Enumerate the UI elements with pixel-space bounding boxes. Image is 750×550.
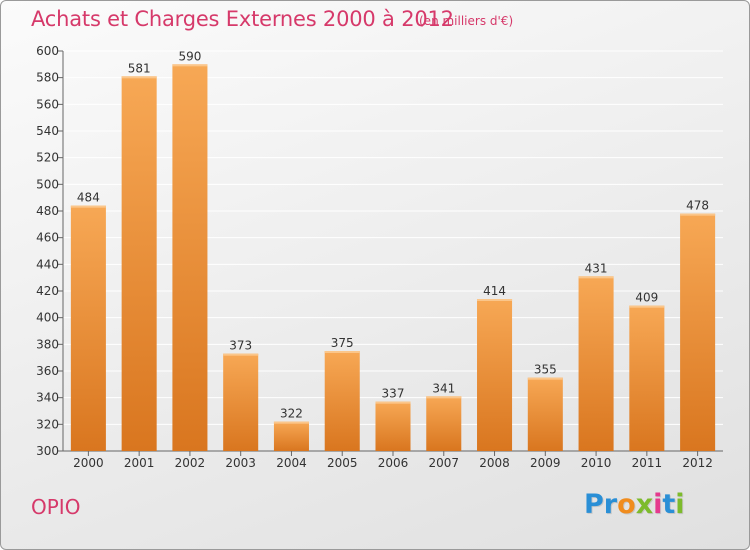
data-label-2006: 337 xyxy=(382,387,405,401)
data-label-2004: 322 xyxy=(280,407,303,421)
y-tick-label: 580 xyxy=(36,71,59,85)
bar-2003 xyxy=(223,353,259,451)
data-label-2000: 484 xyxy=(77,191,100,205)
data-label-2010: 431 xyxy=(585,261,608,275)
bar-2002 xyxy=(172,64,208,452)
data-label-2009: 355 xyxy=(534,363,557,377)
bar-top-highlight xyxy=(324,351,360,353)
bar-2010 xyxy=(578,276,614,451)
logo-letter: t xyxy=(662,489,676,520)
x-tick-label-2011: 2011 xyxy=(632,456,663,470)
bar-2004 xyxy=(273,421,309,451)
y-tick-label: 520 xyxy=(36,151,59,165)
y-tick-label: 480 xyxy=(36,204,59,218)
data-label-2005: 375 xyxy=(331,336,354,350)
x-tick-label-2008: 2008 xyxy=(479,456,510,470)
bar-top-highlight xyxy=(70,205,106,208)
x-tick-label-2003: 2003 xyxy=(225,456,256,470)
y-tick-label: 360 xyxy=(36,364,59,378)
bar-top-highlight xyxy=(426,396,462,399)
bar-2012 xyxy=(680,213,716,451)
y-tick-label: 500 xyxy=(36,177,59,191)
logo-letter: o xyxy=(617,489,636,520)
x-tick-label-2004: 2004 xyxy=(276,456,307,470)
x-tick-label-2009: 2009 xyxy=(530,456,561,470)
x-tick-label-2001: 2001 xyxy=(124,456,155,470)
data-label-2002: 590 xyxy=(178,49,201,63)
bar-top-highlight xyxy=(578,276,614,279)
y-tick-label: 420 xyxy=(36,284,59,298)
bar-top-highlight xyxy=(273,421,309,424)
bar-2006 xyxy=(375,401,411,451)
bar-top-highlight xyxy=(527,377,563,380)
y-tick-label: 320 xyxy=(36,417,59,431)
logo-letter: P xyxy=(584,489,604,520)
data-label-2007: 341 xyxy=(432,381,455,395)
bar-2005 xyxy=(324,351,360,451)
y-tick-label: 540 xyxy=(36,124,59,138)
bar-top-highlight xyxy=(680,213,716,216)
x-tick-label-2006: 2006 xyxy=(378,456,409,470)
data-label-2003: 373 xyxy=(229,339,252,353)
bar-2007 xyxy=(426,396,462,451)
y-tick-label: 460 xyxy=(36,231,59,245)
y-tick-label: 380 xyxy=(36,337,59,351)
x-tick-label-2010: 2010 xyxy=(581,456,612,470)
bar-2008 xyxy=(477,299,513,451)
bar-2011 xyxy=(629,305,665,451)
labels: 300 320 340 360 380 400 420 440 460 480 500 520 540 5… xyxy=(36,44,713,470)
logo-letter: x xyxy=(635,489,654,520)
data-label-2008: 414 xyxy=(483,284,506,298)
data-label-2012: 478 xyxy=(686,199,709,213)
logo-letter: i xyxy=(675,489,685,520)
y-tick-label: 300 xyxy=(36,444,59,458)
x-tick-label-2012: 2012 xyxy=(682,456,713,470)
logo-letter: i xyxy=(653,489,663,520)
y-tick-label: 560 xyxy=(36,97,59,111)
bar-top-highlight xyxy=(375,401,411,404)
bar-top-highlight xyxy=(172,64,208,67)
bar-2000 xyxy=(70,205,106,451)
chart-subtitle: (en milliers d'€) xyxy=(419,14,514,28)
data-label-2001: 581 xyxy=(128,61,151,75)
data-label-2011: 409 xyxy=(635,291,658,305)
bar-top-highlight xyxy=(223,353,259,356)
bar-top-highlight xyxy=(477,299,513,301)
y-tick-label: 340 xyxy=(36,391,59,405)
commune-name: OPIO xyxy=(31,495,81,519)
y-tick-label: 440 xyxy=(36,257,59,271)
y-tick-label: 400 xyxy=(36,311,59,325)
x-tick-label-2002: 2002 xyxy=(175,456,206,470)
bar-top-highlight xyxy=(121,76,157,79)
proxiti-logo: Proxiti xyxy=(584,489,685,520)
y-tick-label: 600 xyxy=(36,44,59,58)
x-tick-label-2005: 2005 xyxy=(327,456,358,470)
x-tick-label-2000: 2000 xyxy=(73,456,104,470)
chart-title: Achats et Charges Externes 2000 à 2012 xyxy=(31,7,454,31)
logo-letter: r xyxy=(603,489,618,520)
bars xyxy=(70,64,716,452)
x-tick-label-2007: 2007 xyxy=(428,456,459,470)
bar-top-highlight xyxy=(629,305,665,308)
bar-2001 xyxy=(121,76,157,451)
bar-2009 xyxy=(527,377,563,451)
gridlines xyxy=(63,50,723,425)
